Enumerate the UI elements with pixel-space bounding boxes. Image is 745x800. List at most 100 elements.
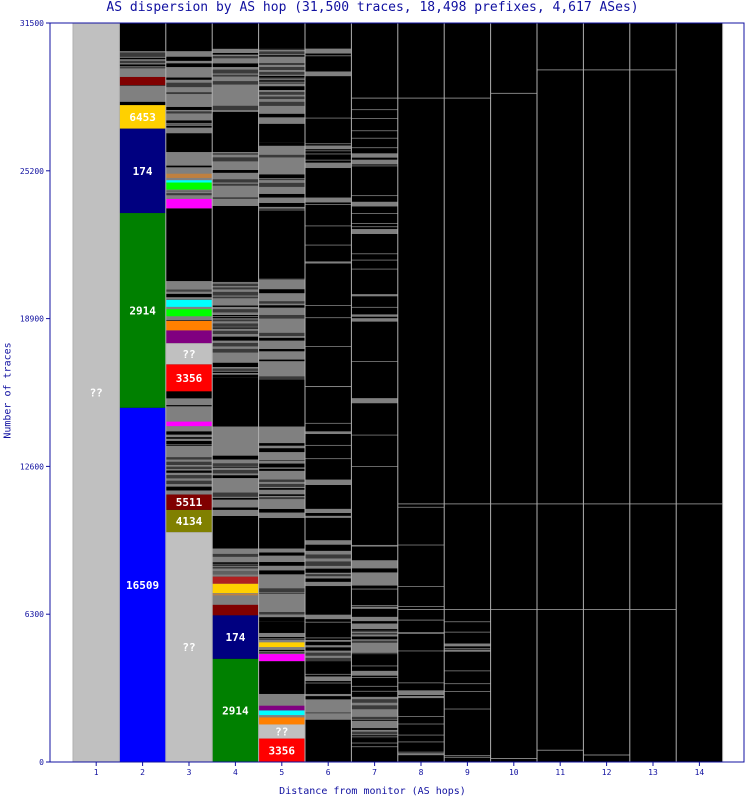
- bar-minor-segment: [212, 362, 259, 368]
- bar-minor-segment: [351, 585, 398, 589]
- bar-minor-segment: [258, 82, 305, 84]
- bar-minor-segment: [165, 299, 213, 307]
- bar-minor-segment: [212, 336, 259, 341]
- bar-minor-segment: [351, 153, 398, 158]
- bar-minor-segment: [258, 55, 305, 57]
- bar-minor-segment: [305, 55, 352, 57]
- x-tick-label: 5: [279, 768, 284, 777]
- bar-minor-segment: [397, 506, 445, 508]
- bar-minor-segment: [212, 463, 259, 466]
- bar-minor-segment: [351, 685, 398, 687]
- bar-minor-segment: [351, 306, 398, 308]
- bar-minor-segment: [397, 690, 445, 696]
- x-tick-label: 4: [233, 768, 238, 777]
- bar-minor-segment: [305, 317, 352, 319]
- bar-minor-segment: [212, 330, 259, 335]
- bar-minor-segment: [212, 69, 259, 74]
- x-tick-label: 14: [695, 768, 705, 777]
- bar-minor-segment: [165, 165, 213, 168]
- bar-minor-segment: [351, 318, 398, 322]
- bar-minor-segment: [258, 468, 305, 471]
- bar-minor-segment: [119, 67, 166, 69]
- bar-minor-segment: [165, 92, 213, 95]
- bar-minor-segment: [397, 544, 445, 546]
- bar-minor-segment: [258, 638, 305, 640]
- bar-minor-segment: [351, 719, 398, 721]
- bar-minor-segment: [351, 314, 398, 317]
- bar-segment-as-174: [212, 615, 259, 659]
- bar-minor-segment: [397, 753, 445, 756]
- bar-minor-segment: [165, 293, 213, 298]
- bar-minor-segment: [258, 612, 305, 615]
- bar-minor-segment: [212, 374, 259, 378]
- bar-minor-segment: [258, 649, 305, 652]
- bar-minor-segment: [305, 561, 352, 566]
- segment-label: 174: [225, 631, 245, 644]
- bar-minor-segment: [165, 486, 213, 491]
- bar-minor-segment: [351, 636, 398, 640]
- bar-minor-segment: [258, 278, 305, 280]
- bar-minor-segment: [119, 60, 166, 64]
- segment-label: 6453: [129, 111, 156, 124]
- bar-minor-segment: [397, 632, 445, 634]
- bar-minor-segment: [258, 48, 305, 50]
- bar-minor-band: [165, 398, 213, 495]
- bar-minor-segment: [444, 755, 491, 756]
- bar-minor-segment: [212, 56, 259, 59]
- bar-minor-segment: [212, 348, 259, 353]
- bar-minor-segment: [351, 229, 398, 234]
- bar-minor-segment: [165, 56, 213, 61]
- bar-minor-segment: [397, 696, 445, 699]
- bar-minor-segment: [165, 470, 213, 473]
- bar-minor-segment: [212, 507, 259, 510]
- bar-minor-segment: [165, 289, 213, 292]
- bar-minor-segment: [305, 150, 352, 152]
- bar-minor-segment: [305, 304, 352, 306]
- bar-minor-segment: [305, 117, 352, 119]
- bars-layer: [50, 23, 745, 763]
- bar-minor-segment: [212, 566, 259, 569]
- bar-minor-segment: [258, 113, 305, 118]
- bar-minor-segment: [351, 466, 398, 467]
- bar-minor-segment: [305, 682, 352, 684]
- bar-minor-segment: [258, 91, 305, 95]
- bar-minor-segment: [212, 153, 259, 155]
- bar-minor-segment: [351, 223, 398, 224]
- bar-minor-segment: [212, 291, 259, 296]
- bar-minor-segment: [258, 154, 305, 158]
- bar-minor-segment: [258, 488, 305, 490]
- bar-minor-segment: [165, 440, 213, 445]
- bar-segment-as-2914: [212, 658, 259, 762]
- bar-minor-segment: [258, 463, 305, 468]
- x-tick-label: 2: [140, 768, 145, 777]
- bar-minor-segment: [165, 309, 213, 317]
- bar-minor-segment: [165, 182, 213, 190]
- bar-minor-segment: [305, 676, 352, 682]
- bar-minor-segment: [444, 691, 491, 692]
- bar-minor-segment: [212, 497, 259, 500]
- x-tick-label: 9: [465, 768, 470, 777]
- bar-minor-segment: [165, 125, 213, 128]
- bar-minor-segment: [212, 183, 259, 186]
- bar-minor-segment: [212, 74, 259, 77]
- segment-label: ??: [275, 726, 288, 739]
- bar-minor-segment: [305, 431, 352, 435]
- bar-minor-segment: [351, 616, 398, 622]
- bar-minor-segment: [258, 314, 305, 319]
- bar-minor-segment: [305, 574, 352, 577]
- bar-minor-segment: [305, 145, 352, 150]
- segment-label: ??: [90, 387, 103, 400]
- bar-minor-segment: [212, 309, 259, 313]
- bar-minor-segment: [305, 385, 352, 388]
- bar-minor-segment: [212, 327, 259, 329]
- bar-minor-segment: [351, 630, 398, 632]
- bar-minor-segment: [397, 632, 445, 633]
- x-tick-label: 12: [602, 768, 612, 777]
- bar-minor-segment: [397, 606, 445, 607]
- bar-minor-segment: [165, 173, 213, 178]
- bar-minor-segment: [212, 593, 259, 596]
- bar-minor-segment: [258, 497, 305, 500]
- bar-minor-segment: [212, 296, 259, 299]
- bar-minor-segment: [258, 508, 305, 513]
